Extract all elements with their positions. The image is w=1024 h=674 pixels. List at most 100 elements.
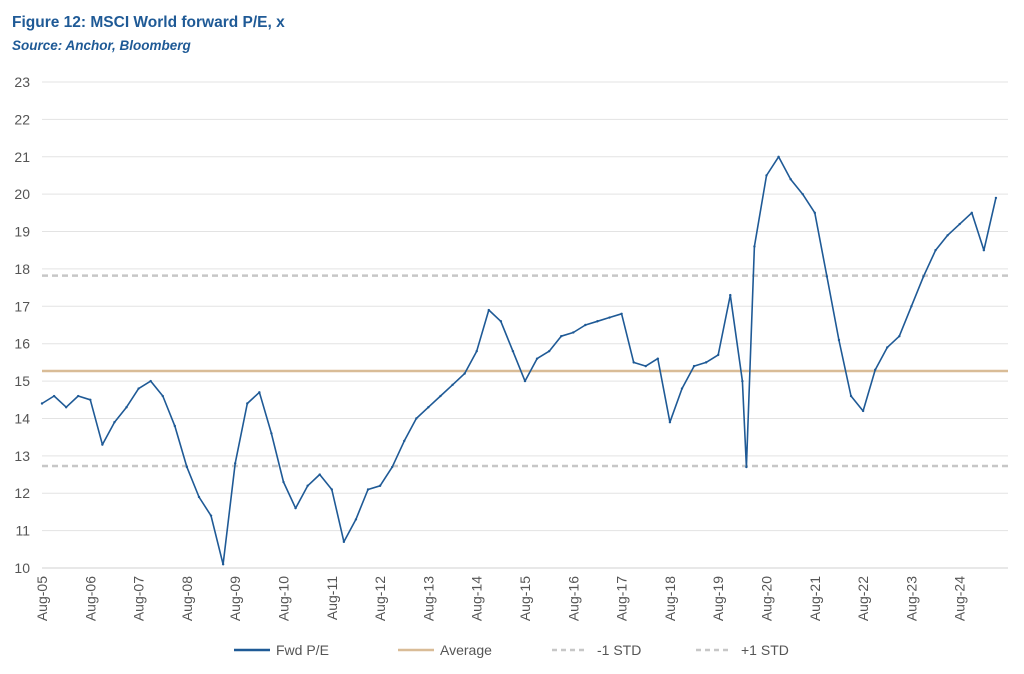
fwd-pe-point — [89, 398, 92, 401]
fwd-pe-point — [620, 312, 623, 315]
fwd-pe-point — [415, 417, 418, 420]
fwd-pe-point — [475, 349, 478, 353]
x-tick-label: Aug-14 — [469, 576, 485, 621]
fwd-pe-point — [366, 488, 370, 491]
fwd-pe-point — [970, 211, 973, 215]
fwd-pe-point — [934, 249, 937, 252]
y-tick-label: 23 — [14, 74, 30, 90]
fwd-pe-point — [596, 320, 599, 323]
fwd-pe-point — [246, 402, 249, 405]
fwd-pe-point — [101, 443, 104, 446]
x-tick-label: Aug-07 — [131, 576, 147, 621]
fwd-pe-point — [185, 465, 189, 469]
fwd-pe-point — [197, 495, 201, 499]
fwd-pe-point — [946, 234, 949, 237]
fwd-pe-point — [294, 506, 297, 510]
fwd-pe-point — [994, 196, 998, 200]
fwd-pe-point — [403, 439, 406, 443]
y-tick-label: 18 — [14, 261, 30, 277]
fwd-pe-point — [680, 387, 684, 390]
fwd-pe-point — [837, 338, 841, 342]
fwd-pe-point — [898, 335, 901, 338]
x-tick-label: Aug-19 — [710, 576, 726, 621]
fwd-pe-point — [692, 364, 696, 368]
legend-label: Fwd P/E — [276, 642, 329, 658]
fwd-pe-point — [745, 465, 748, 469]
x-tick-label: Aug-09 — [227, 576, 243, 621]
fwd-pe-point — [463, 372, 466, 375]
fwd-pe-point — [342, 540, 346, 544]
fwd-pe-point — [644, 364, 647, 368]
fwd-pe-point — [451, 383, 454, 387]
fwd-pe-point — [729, 293, 732, 297]
x-tick-label: Aug-05 — [34, 576, 50, 621]
fwd-pe-point — [982, 249, 986, 252]
chart-title: Figure 12: MSCI World forward P/E, x — [12, 14, 285, 31]
fwd-pe-point — [813, 211, 816, 215]
fwd-pe-point — [801, 192, 804, 196]
fwd-pe-point — [958, 222, 961, 226]
y-tick-label: 16 — [14, 336, 30, 352]
fwd-pe-point — [584, 323, 587, 327]
x-tick-label: Aug-17 — [614, 576, 630, 621]
fwd-pe-point — [717, 353, 720, 357]
legend-label: +1 STD — [741, 642, 789, 658]
y-tick-label: 14 — [14, 410, 30, 426]
fwd-pe-point — [668, 421, 672, 424]
fwd-pe-point — [910, 305, 913, 308]
fwd-pe-point — [439, 394, 442, 398]
x-tick-label: Aug-06 — [82, 576, 98, 621]
x-tick-label: Aug-08 — [179, 576, 195, 621]
fwd-pe-point — [137, 387, 140, 390]
x-tick-label: Aug-12 — [372, 576, 388, 621]
fwd-pe-point — [886, 346, 889, 349]
y-tick-label: 17 — [14, 298, 30, 314]
fwd-pe-point — [64, 406, 68, 409]
y-tick-label: 10 — [14, 560, 30, 576]
x-tick-label: Aug-13 — [420, 576, 436, 621]
fwd-pe-point — [40, 402, 44, 405]
fwd-pe-point — [209, 514, 213, 517]
fwd-pe-point — [741, 379, 744, 383]
x-tick-label: Aug-23 — [903, 576, 919, 621]
x-tick-label: Aug-22 — [855, 576, 871, 621]
x-tick-label: Aug-21 — [807, 576, 823, 621]
fwd-pe-point — [789, 178, 792, 181]
fwd-pe-point — [765, 174, 768, 177]
fwd-pe-point — [632, 361, 635, 364]
fwd-pe-point — [234, 462, 237, 465]
legend-label: Average — [440, 642, 492, 658]
fwd-pe-point — [825, 275, 829, 278]
x-tick-label: Aug-16 — [565, 576, 581, 621]
x-tick-label: Aug-15 — [517, 576, 533, 621]
fwd-pe-point — [306, 484, 309, 487]
fwd-pe-point — [849, 394, 853, 398]
fwd-pe-point — [270, 432, 273, 435]
fwd-pe-point — [499, 320, 503, 323]
fwd-pe-point — [354, 518, 358, 521]
fwd-pe-point — [427, 406, 430, 409]
fwd-pe-point — [52, 394, 56, 398]
fwd-pe-point — [608, 316, 611, 319]
reference-lines — [42, 274, 1008, 468]
fwd-pe-point — [753, 245, 756, 248]
x-tick-label: Aug-10 — [276, 576, 292, 621]
fwd-pe-point — [318, 473, 321, 476]
legend: Fwd P/E Average -1 STD +1 STD — [234, 642, 789, 658]
y-tick-label: 12 — [14, 485, 30, 501]
fwd-pe-point — [125, 406, 128, 409]
x-tick-label: Aug-24 — [952, 576, 968, 621]
fwd-pe-point — [149, 379, 152, 383]
y-tick-label: 22 — [14, 111, 30, 127]
y-tick-label: 11 — [15, 523, 30, 539]
fwd-pe-point — [330, 488, 333, 491]
x-tick-label: Aug-11 — [324, 576, 340, 620]
y-tick-label: 15 — [14, 373, 30, 389]
fwd-pe-point — [77, 394, 80, 398]
y-tick-label: 21 — [14, 149, 30, 165]
gridlines — [42, 81, 1008, 569]
x-tick-label: Aug-18 — [662, 576, 678, 621]
fwd-pe-point — [282, 480, 285, 484]
legend-label: -1 STD — [597, 642, 641, 658]
